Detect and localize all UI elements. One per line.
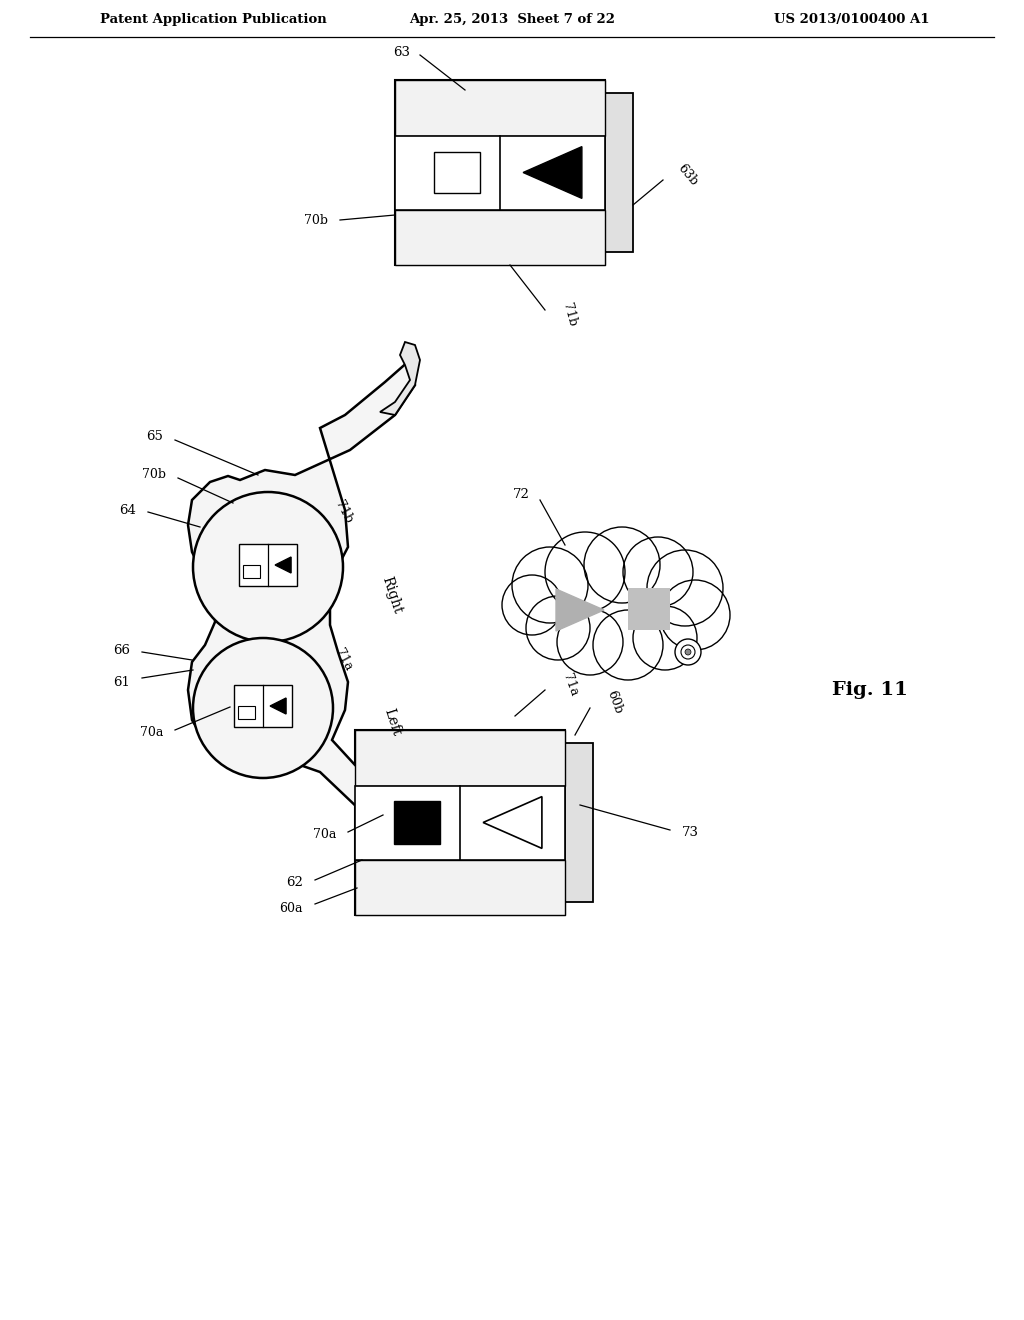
Circle shape bbox=[526, 597, 590, 660]
Text: 60b: 60b bbox=[604, 689, 625, 715]
Circle shape bbox=[647, 550, 723, 626]
Bar bbox=[243, 565, 260, 578]
Bar bbox=[234, 685, 292, 727]
Text: 70b: 70b bbox=[142, 469, 166, 482]
Circle shape bbox=[660, 579, 730, 649]
Text: 66: 66 bbox=[113, 644, 130, 656]
Circle shape bbox=[193, 492, 343, 642]
Text: 72: 72 bbox=[513, 488, 530, 502]
Text: Patent Application Publication: Patent Application Publication bbox=[100, 13, 327, 26]
Bar bbox=[395, 210, 605, 265]
Circle shape bbox=[593, 610, 663, 680]
Bar bbox=[238, 706, 255, 719]
Polygon shape bbox=[270, 698, 286, 714]
Text: 70b: 70b bbox=[304, 214, 328, 227]
Bar bbox=[395, 81, 605, 136]
Text: 65: 65 bbox=[146, 430, 163, 444]
Circle shape bbox=[623, 537, 693, 607]
Bar bbox=[565, 743, 593, 902]
Bar bbox=[628, 587, 670, 630]
Text: 70a: 70a bbox=[139, 726, 163, 739]
Bar bbox=[355, 785, 565, 859]
Polygon shape bbox=[188, 360, 420, 850]
Text: 71a: 71a bbox=[332, 647, 354, 673]
Circle shape bbox=[584, 527, 660, 603]
Circle shape bbox=[633, 606, 697, 671]
Text: Apr. 25, 2013  Sheet 7 of 22: Apr. 25, 2013 Sheet 7 of 22 bbox=[409, 13, 615, 26]
Circle shape bbox=[557, 609, 623, 675]
Bar bbox=[355, 730, 565, 785]
Polygon shape bbox=[378, 788, 430, 870]
Bar bbox=[605, 92, 633, 252]
Circle shape bbox=[193, 638, 333, 777]
Polygon shape bbox=[275, 557, 291, 573]
Text: 61: 61 bbox=[113, 676, 130, 689]
Text: 60a: 60a bbox=[280, 902, 303, 915]
Text: 62: 62 bbox=[286, 876, 303, 890]
Text: Left: Left bbox=[381, 706, 403, 738]
Text: 71b: 71b bbox=[332, 499, 354, 525]
Text: 71a: 71a bbox=[560, 672, 581, 698]
Text: Fig. 11: Fig. 11 bbox=[833, 681, 908, 700]
Polygon shape bbox=[483, 796, 542, 849]
Polygon shape bbox=[523, 147, 582, 198]
Bar bbox=[395, 81, 605, 265]
Text: Right: Right bbox=[380, 574, 404, 615]
Bar bbox=[395, 136, 605, 210]
Polygon shape bbox=[380, 342, 420, 414]
Circle shape bbox=[512, 546, 588, 623]
Text: 63b: 63b bbox=[675, 161, 700, 189]
Bar bbox=[434, 152, 480, 193]
Circle shape bbox=[502, 576, 562, 635]
Circle shape bbox=[675, 639, 701, 665]
Bar bbox=[239, 544, 297, 586]
Text: US 2013/0100400 A1: US 2013/0100400 A1 bbox=[774, 13, 930, 26]
Bar bbox=[355, 730, 565, 915]
Circle shape bbox=[681, 645, 695, 659]
Bar bbox=[500, 630, 700, 671]
Bar bbox=[355, 859, 565, 915]
Polygon shape bbox=[556, 589, 604, 631]
Circle shape bbox=[685, 649, 691, 655]
Text: 73: 73 bbox=[682, 826, 699, 840]
Circle shape bbox=[545, 532, 625, 612]
Text: 71b: 71b bbox=[560, 302, 579, 329]
Text: 70a: 70a bbox=[312, 829, 336, 842]
Bar bbox=[394, 801, 440, 843]
Text: 64: 64 bbox=[119, 503, 136, 516]
Text: 63: 63 bbox=[393, 45, 410, 58]
